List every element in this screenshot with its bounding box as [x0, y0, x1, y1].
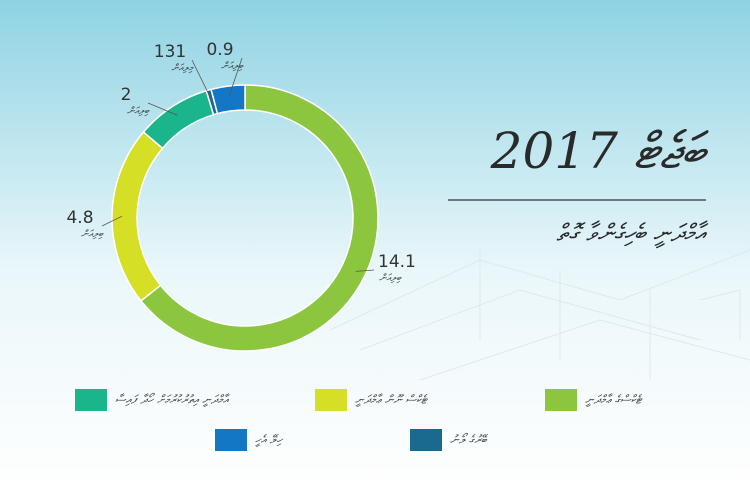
chart-subtitle: އާމްދަނީ ބެހިގެންވާ ގޮތް: [556, 219, 709, 249]
leader-line: [101, 215, 123, 227]
data-label: 4.8: [66, 208, 93, 228]
background-sketch: [329, 249, 750, 381]
legend-label: ބޭރުގެ ލޯނު: [450, 433, 489, 447]
unit-label: ބިލިއަން: [127, 106, 150, 117]
legend-swatch: [315, 389, 347, 411]
unit-label: ބިލިއަން: [379, 273, 402, 284]
legend-label: ޓެކްސްގެ ޢާމްދަނީ: [585, 393, 644, 408]
legend-label: ހިލޭ އެހީ: [254, 433, 283, 448]
leader-line: [191, 59, 212, 100]
data-label: 131: [154, 42, 186, 62]
legend-swatch: [215, 429, 247, 451]
donut-segment: [139, 84, 379, 352]
legend-swatch: [545, 389, 577, 411]
donut-segment: [210, 84, 246, 115]
data-label: 2: [121, 85, 132, 105]
data-label: 0.9: [206, 40, 233, 60]
legend-label: ޓެކްސް ނޫން ޢާމްދަނީ: [355, 393, 429, 408]
chart-title: ބަޖެޓް 2017: [490, 122, 710, 180]
legend-swatch: [410, 429, 442, 451]
leader-line: [147, 102, 178, 116]
leader-line: [228, 57, 243, 97]
leader-line: [355, 269, 375, 272]
unit-label: ބިލިއަން: [221, 61, 244, 72]
legend-label: އާމްދަނީ އިތުރުކުރުމަށް ހޯދާ ފައިސާ: [115, 393, 230, 408]
data-label: 14.1: [378, 252, 416, 272]
unit-label: މިލިއަން: [171, 63, 194, 74]
legend-swatch: [75, 389, 107, 411]
unit-label: ބިލިއަން: [81, 229, 104, 240]
